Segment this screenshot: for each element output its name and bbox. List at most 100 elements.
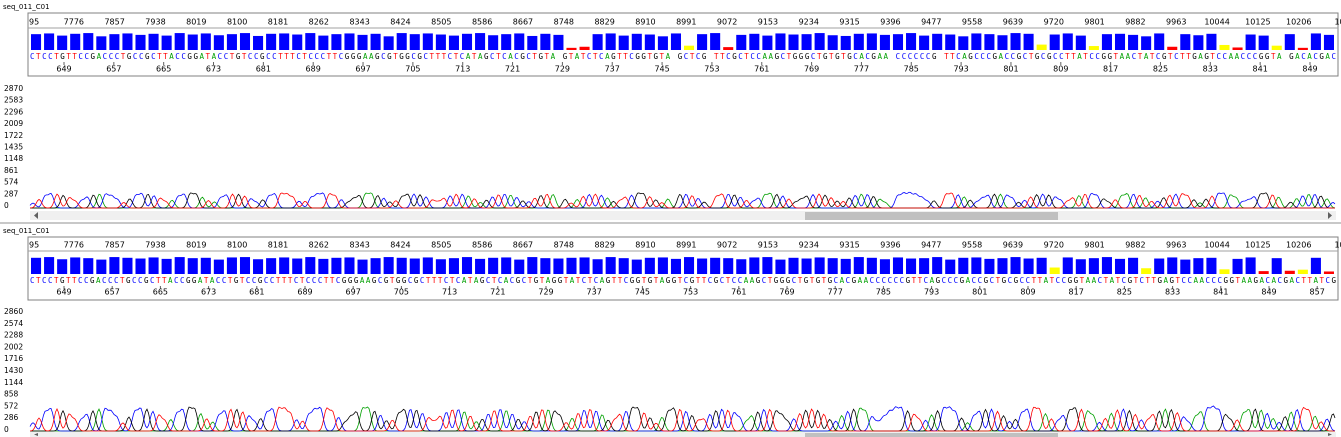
quality-bar xyxy=(488,257,499,274)
quality-bar xyxy=(827,35,838,50)
position-label: 665 xyxy=(156,65,171,74)
y-tick-label: 858 xyxy=(4,390,19,399)
quality-bar xyxy=(1141,268,1152,274)
ruler-label: 10044 xyxy=(1204,241,1229,250)
quality-bar xyxy=(1167,46,1178,50)
quality-bar xyxy=(357,34,368,50)
panel-title: seq_011_C01 xyxy=(3,227,50,235)
quality-bar xyxy=(1128,34,1139,50)
position-label: 841 xyxy=(1253,65,1268,74)
position-label: 801 xyxy=(1003,65,1018,74)
quality-bar xyxy=(461,257,473,274)
quality-bar xyxy=(775,259,786,274)
ruler-label: 95 xyxy=(29,18,39,27)
quality-bar xyxy=(723,47,734,50)
ruler-label: 8829 xyxy=(594,241,614,250)
y-tick-label: 287 xyxy=(4,189,19,198)
y-tick-label: 1435 xyxy=(4,143,23,152)
quality-bar xyxy=(226,257,237,274)
ruler-label: 9558 xyxy=(962,241,982,250)
ruler-label: 8424 xyxy=(390,241,410,250)
quality-bar xyxy=(710,33,721,50)
quality-bar xyxy=(670,33,681,50)
quality-bar xyxy=(618,258,629,274)
y-tick-label: 0 xyxy=(4,425,9,434)
ruler-label: 8991 xyxy=(676,241,696,250)
quality-bar xyxy=(932,33,943,50)
ruler-label: 10 xyxy=(1334,241,1341,250)
ruler-label: 8910 xyxy=(635,18,655,27)
scrollbar-thumb[interactable] xyxy=(805,433,1058,437)
quality-bar xyxy=(749,257,760,274)
quality-bar xyxy=(383,257,394,274)
quality-bar xyxy=(1232,47,1243,50)
quality-bar xyxy=(997,258,1008,274)
quality-bar xyxy=(266,258,277,274)
quality-bar xyxy=(396,257,407,274)
position-label: 697 xyxy=(346,288,361,297)
position-label: 841 xyxy=(1213,288,1228,297)
quality-bar xyxy=(422,33,433,50)
quality-bar xyxy=(1114,258,1126,274)
scrollbar-thumb[interactable] xyxy=(805,212,1058,220)
ruler-label: 9882 xyxy=(1125,241,1145,250)
quality-bar xyxy=(540,33,551,50)
scroll-left-arrow[interactable] xyxy=(34,433,38,436)
quality-bar xyxy=(1010,257,1021,274)
quality-bar xyxy=(435,259,446,274)
quality-bar xyxy=(331,34,342,50)
quality-bar xyxy=(710,257,721,274)
ruler-label: 10206 xyxy=(1286,241,1311,250)
y-tick-label: 1722 xyxy=(4,131,23,140)
quality-bar xyxy=(409,34,420,50)
quality-bar xyxy=(684,257,695,274)
y-tick-label: 286 xyxy=(4,413,19,422)
ruler-label: 9558 xyxy=(962,18,982,27)
quality-bar xyxy=(631,33,642,50)
quality-bar xyxy=(253,35,264,50)
quality-bar xyxy=(475,33,486,50)
quality-bar xyxy=(1206,33,1217,50)
ruler-label: 95 xyxy=(29,241,39,250)
ruler-label: 8586 xyxy=(472,241,492,250)
y-tick-label: 861 xyxy=(4,166,19,175)
y-tick-label: 2870 xyxy=(4,84,23,93)
scroll-right-arrow[interactable] xyxy=(1328,212,1332,219)
ruler-label: 9477 xyxy=(921,18,941,27)
position-label: 729 xyxy=(555,65,570,74)
quality-bar xyxy=(1206,257,1217,274)
position-label: 681 xyxy=(256,65,271,74)
quality-bar xyxy=(958,257,969,274)
ruler-label: 9639 xyxy=(1003,241,1023,250)
quality-bar xyxy=(1036,44,1047,50)
quality-bar xyxy=(475,258,486,274)
quality-bar xyxy=(83,33,94,50)
position-label: 849 xyxy=(1261,288,1276,297)
position-label: 785 xyxy=(904,65,919,74)
position-label: 761 xyxy=(731,288,746,297)
quality-bar xyxy=(1258,271,1269,274)
quality-bar xyxy=(96,36,107,50)
quality-bar xyxy=(1036,257,1047,274)
quality-bar xyxy=(644,34,655,50)
ruler-label: 10206 xyxy=(1286,18,1311,27)
position-label: 825 xyxy=(1117,288,1132,297)
quality-bar xyxy=(749,33,760,50)
position-label: 785 xyxy=(876,288,891,297)
ruler-label: 9153 xyxy=(758,18,778,27)
quality-bar xyxy=(788,257,799,274)
scroll-right-arrow[interactable] xyxy=(1328,433,1332,436)
scroll-left-arrow[interactable] xyxy=(34,212,38,219)
quality-bar xyxy=(801,34,812,50)
ruler-label: 8667 xyxy=(513,241,533,250)
quality-bar xyxy=(853,33,864,50)
quality-bar xyxy=(1049,267,1060,274)
quality-bar xyxy=(814,33,825,50)
quality-bar xyxy=(997,35,1008,50)
quality-bar xyxy=(109,34,120,50)
quality-bar xyxy=(135,34,146,50)
ruler-label: 8424 xyxy=(390,18,410,27)
position-label: 817 xyxy=(1069,288,1084,297)
quality-bar xyxy=(213,35,224,50)
